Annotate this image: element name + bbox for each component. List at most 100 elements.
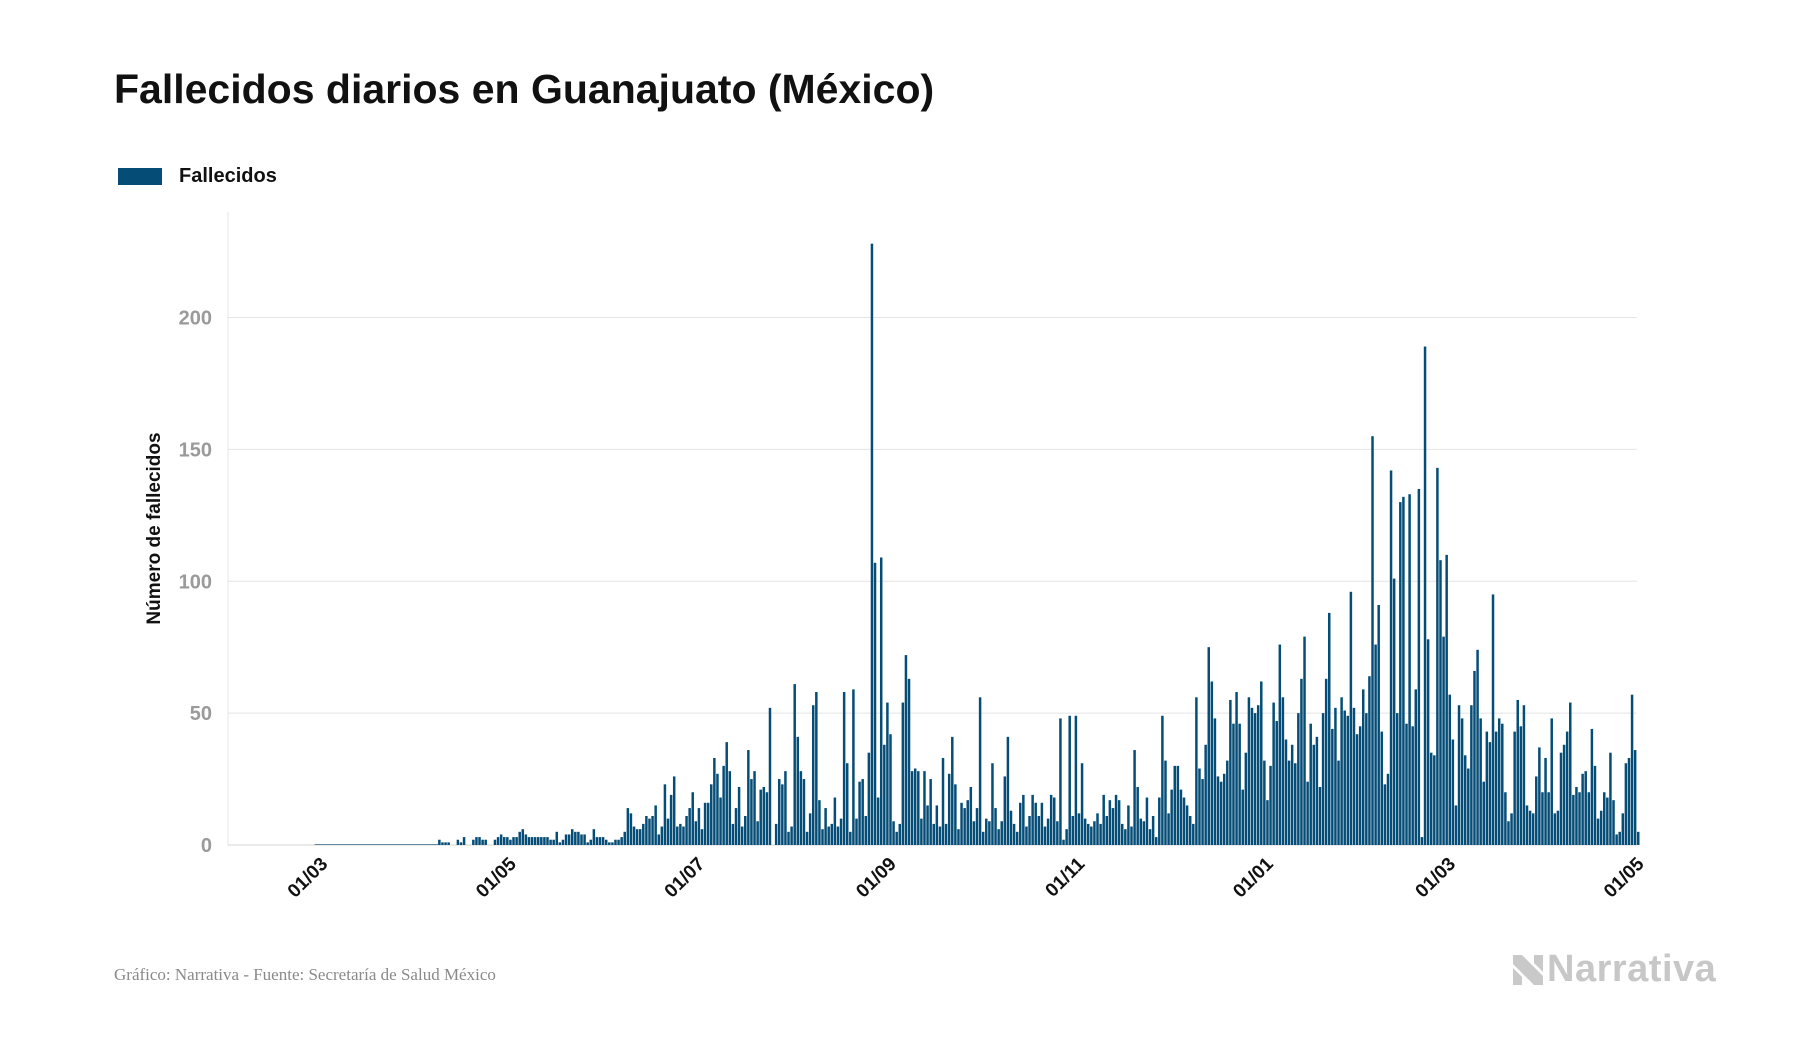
bar bbox=[1015, 831, 1019, 845]
bar bbox=[638, 829, 642, 845]
bar bbox=[1569, 702, 1572, 845]
bar bbox=[944, 823, 948, 845]
bar bbox=[444, 842, 447, 845]
bar bbox=[1596, 818, 1600, 845]
bar bbox=[889, 734, 892, 845]
bar bbox=[1049, 794, 1053, 845]
y-tick-label: 150 bbox=[179, 439, 212, 461]
bar bbox=[478, 837, 481, 845]
bar bbox=[1269, 765, 1272, 845]
bar bbox=[920, 818, 923, 845]
bar bbox=[1346, 715, 1350, 845]
bar bbox=[657, 834, 660, 845]
bar bbox=[1040, 802, 1044, 845]
bar bbox=[1154, 837, 1158, 845]
bar bbox=[1127, 805, 1130, 845]
bar bbox=[1006, 736, 1010, 845]
bar bbox=[972, 821, 976, 845]
bar bbox=[1188, 815, 1192, 845]
bar bbox=[963, 808, 966, 845]
bar bbox=[642, 823, 645, 845]
y-tick-label: 200 bbox=[179, 308, 212, 330]
bar bbox=[1513, 731, 1516, 845]
bar bbox=[1575, 786, 1578, 845]
bar bbox=[672, 776, 676, 845]
bar bbox=[632, 826, 636, 845]
bar bbox=[1603, 792, 1606, 845]
bar bbox=[1281, 697, 1285, 845]
bar bbox=[1077, 813, 1081, 845]
bar bbox=[932, 823, 935, 845]
bar bbox=[509, 839, 512, 845]
x-tick-label: 01/09 bbox=[852, 854, 900, 902]
bar bbox=[549, 839, 552, 845]
bar bbox=[1633, 750, 1637, 845]
bar bbox=[873, 562, 877, 845]
bar bbox=[1219, 781, 1223, 845]
bar bbox=[1467, 768, 1470, 845]
bar bbox=[1229, 699, 1232, 845]
bar bbox=[617, 839, 620, 845]
bar bbox=[830, 823, 834, 845]
bar bbox=[1584, 771, 1587, 845]
x-tick-label: 01/05 bbox=[472, 853, 521, 902]
bar bbox=[1090, 826, 1093, 845]
bar bbox=[1139, 818, 1143, 845]
x-tick-label: 01/03 bbox=[1412, 854, 1460, 902]
bar bbox=[926, 805, 929, 845]
bar bbox=[1260, 681, 1263, 845]
bar bbox=[725, 742, 728, 845]
bar bbox=[1386, 773, 1390, 845]
bar bbox=[496, 837, 500, 845]
x-tick-label: 01/07 bbox=[661, 854, 709, 902]
bar bbox=[1019, 802, 1022, 845]
bar bbox=[747, 750, 750, 845]
bar bbox=[629, 813, 633, 845]
bar bbox=[1012, 823, 1016, 845]
bar bbox=[1130, 826, 1133, 845]
bar bbox=[1056, 821, 1059, 845]
bar bbox=[954, 784, 957, 845]
bar bbox=[1392, 578, 1396, 845]
bar bbox=[1009, 810, 1013, 845]
x-tick-label: 01/11 bbox=[1042, 853, 1090, 901]
bar bbox=[1148, 829, 1152, 845]
bar bbox=[722, 765, 725, 845]
bar bbox=[614, 839, 617, 845]
bar bbox=[1399, 502, 1402, 845]
bar bbox=[917, 771, 920, 845]
bar bbox=[802, 779, 806, 845]
y-tick-label: 50 bbox=[190, 703, 212, 725]
narrativa-logo: Narrativa bbox=[1513, 948, 1716, 991]
bar bbox=[703, 802, 707, 845]
bar bbox=[459, 842, 463, 845]
bar bbox=[626, 808, 630, 845]
bar bbox=[852, 689, 855, 845]
bar bbox=[815, 692, 818, 845]
bar bbox=[836, 826, 840, 845]
bar bbox=[1034, 802, 1037, 845]
bar bbox=[1235, 692, 1238, 845]
bar bbox=[1065, 829, 1068, 845]
bar bbox=[1637, 831, 1640, 845]
bar bbox=[1624, 763, 1628, 845]
bar bbox=[1096, 813, 1099, 845]
bar bbox=[1059, 718, 1062, 845]
bar bbox=[1145, 797, 1149, 845]
bar bbox=[901, 702, 905, 845]
bar bbox=[1445, 554, 1448, 845]
bar bbox=[691, 792, 694, 845]
bar bbox=[1321, 713, 1325, 845]
bar bbox=[564, 834, 568, 845]
bar bbox=[1173, 765, 1177, 845]
bar bbox=[938, 826, 942, 845]
bar bbox=[1176, 765, 1180, 845]
bar bbox=[781, 784, 784, 845]
bar bbox=[475, 837, 478, 845]
bar bbox=[966, 800, 969, 845]
bar bbox=[1556, 810, 1560, 845]
bar bbox=[1417, 488, 1421, 845]
bar bbox=[1581, 773, 1584, 845]
bar bbox=[929, 779, 932, 845]
